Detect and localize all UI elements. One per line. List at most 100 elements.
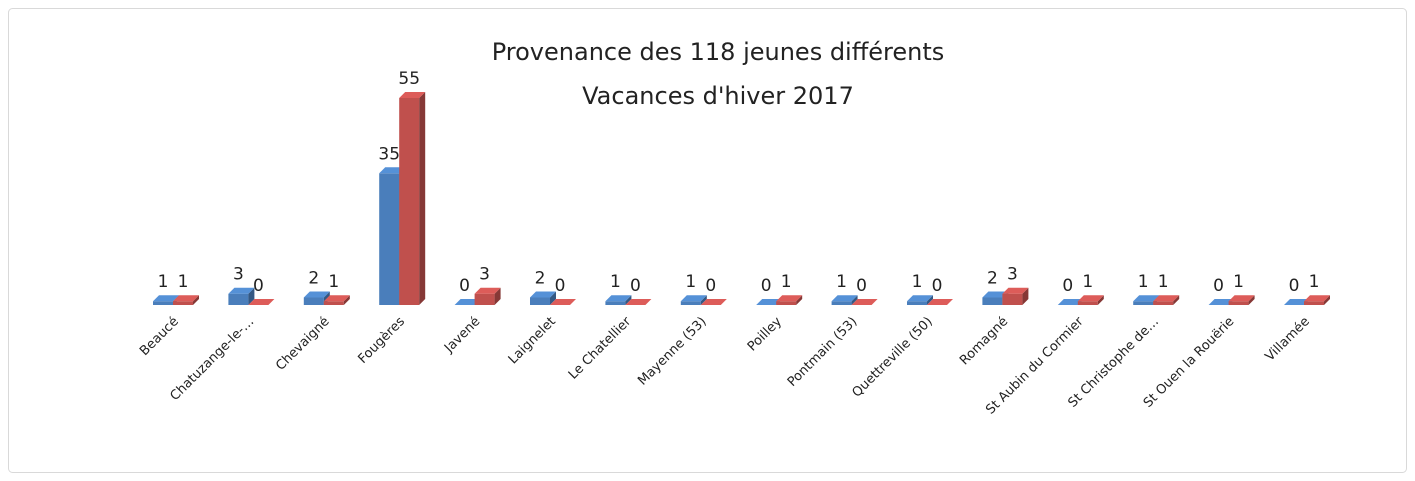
- data-label: 1: [912, 272, 923, 292]
- chart-subtitle: Vacances d'hiver 2017: [582, 82, 854, 110]
- data-label: 35: [378, 144, 400, 164]
- bar: [776, 301, 797, 305]
- bar-top: [851, 299, 878, 305]
- chart-border: [8, 8, 1407, 473]
- data-label: 3: [1007, 265, 1018, 285]
- bar: [303, 297, 324, 305]
- bar-top: [228, 287, 255, 294]
- bar-top: [605, 295, 632, 302]
- bar-side: [494, 287, 501, 305]
- data-label: 2: [308, 268, 319, 288]
- data-label: 55: [398, 69, 420, 89]
- bar: [907, 301, 927, 305]
- data-label: 1: [1082, 272, 1093, 292]
- bar-top: [756, 299, 783, 305]
- bar-side: [625, 295, 632, 305]
- data-label: 0: [459, 276, 470, 296]
- bar-top: [625, 299, 652, 305]
- data-label: 2: [987, 268, 998, 288]
- bar-top: [1228, 295, 1255, 302]
- bar-top: [153, 295, 179, 302]
- bar-top: [831, 295, 858, 302]
- bar: [228, 293, 249, 305]
- bar: [379, 173, 400, 305]
- bar: [1228, 301, 1249, 305]
- bar-top: [927, 299, 953, 305]
- data-label: 2: [535, 268, 546, 288]
- bar-top: [680, 295, 707, 302]
- bar-side: [419, 92, 426, 305]
- bar-top: [1284, 299, 1310, 305]
- data-label: 0: [555, 276, 566, 296]
- bar: [982, 297, 1003, 305]
- bar-side: [1173, 295, 1180, 305]
- bar: [173, 301, 193, 305]
- data-label: 0: [932, 276, 943, 296]
- data-label: 1: [178, 272, 189, 292]
- bar-top: [550, 299, 576, 305]
- bar-top: [530, 291, 556, 298]
- bar: [1002, 293, 1023, 305]
- bar-top: [1133, 295, 1160, 302]
- bar: [1077, 301, 1098, 305]
- data-label: 0: [856, 276, 867, 296]
- data-label: 3: [479, 265, 490, 285]
- bar-side: [851, 295, 858, 305]
- bar-side: [550, 291, 556, 305]
- bar-side: [193, 295, 199, 305]
- bar-top: [173, 295, 199, 302]
- bar-top: [1304, 295, 1330, 302]
- data-label: 0: [761, 276, 772, 296]
- data-label: 3: [233, 265, 244, 285]
- bar-side: [927, 295, 933, 305]
- bar-side: [1097, 295, 1104, 305]
- bar-top: [379, 167, 406, 174]
- bar-top: [454, 299, 481, 305]
- data-label: 1: [1158, 272, 1169, 292]
- bar-top: [907, 295, 933, 302]
- data-label: 1: [610, 272, 621, 292]
- bar: [323, 301, 344, 305]
- bar-top: [776, 295, 803, 302]
- bar: [831, 301, 852, 305]
- bar-top: [1208, 299, 1235, 305]
- data-label: 0: [1062, 276, 1073, 296]
- bar-side: [248, 287, 255, 305]
- bar: [605, 301, 626, 305]
- data-label: 1: [836, 272, 847, 292]
- bar-side: [1022, 287, 1029, 305]
- bar: [153, 301, 173, 305]
- bar-top: [399, 92, 426, 98]
- data-label: 1: [158, 272, 169, 292]
- bar-top: [1002, 287, 1029, 294]
- bar-top: [323, 295, 350, 302]
- bar-top: [1057, 299, 1084, 305]
- bar: [1133, 301, 1154, 305]
- bar-side: [343, 295, 350, 305]
- bar-top: [303, 291, 330, 298]
- data-label: 0: [253, 276, 264, 296]
- chart-title: Provenance des 118 jeunes différents: [492, 38, 945, 66]
- bar-top: [474, 287, 501, 294]
- data-label: 1: [328, 272, 339, 292]
- data-label: 1: [1138, 272, 1149, 292]
- bar-top: [982, 291, 1009, 298]
- bar: [1153, 301, 1174, 305]
- bar-side: [700, 295, 707, 305]
- data-label: 1: [685, 272, 696, 292]
- bar-side: [796, 295, 803, 305]
- data-label: 1: [1233, 272, 1244, 292]
- bar-top: [1077, 295, 1104, 302]
- data-label: 1: [781, 272, 792, 292]
- bar-side: [1248, 295, 1255, 305]
- data-label: 0: [1213, 276, 1224, 296]
- data-label: 1: [1309, 272, 1320, 292]
- bar-top: [1153, 295, 1180, 302]
- bar: [399, 98, 420, 305]
- data-label: 0: [705, 276, 716, 296]
- bar: [474, 293, 495, 305]
- data-label: 0: [630, 276, 641, 296]
- bar-side: [1324, 295, 1330, 305]
- bar-top: [700, 299, 727, 305]
